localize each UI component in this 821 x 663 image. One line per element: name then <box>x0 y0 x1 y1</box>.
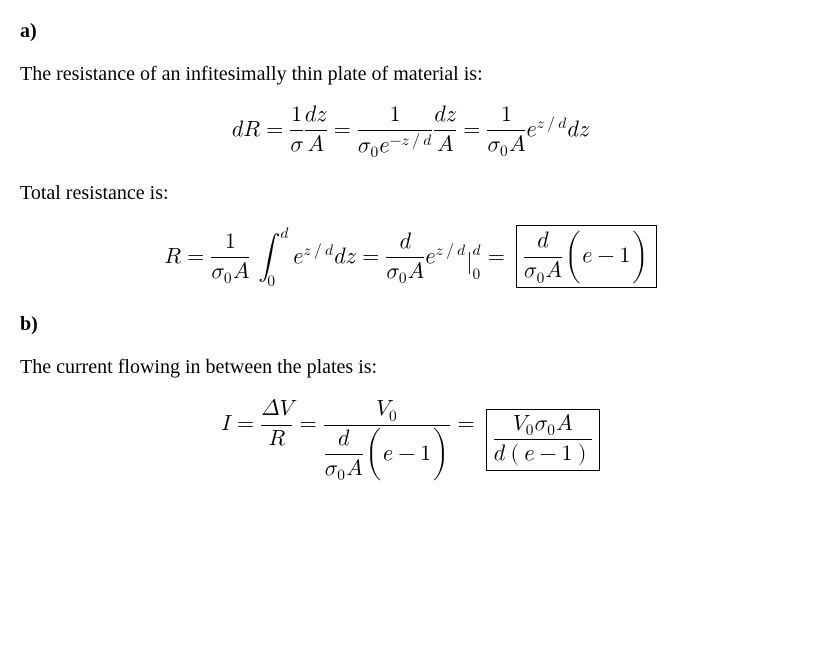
part-b-equation: I=ΔVR=V0dσ0A(e−1)= V0σ0Ad(e−1) <box>20 399 801 480</box>
part-a-text-2: Total resistance is: <box>20 182 801 205</box>
part-a-label: a) <box>20 20 801 43</box>
part-a-equation-2: R=1σ0A∫0dez/ddz=dσ0Aez/d|0d= dσ0A(e−1) <box>20 225 801 288</box>
boxed-result-R: dσ0A(e−1) <box>516 225 657 288</box>
math-R-left: R=1σ0A∫0dez/ddz=dσ0Aez/d|0d= <box>164 227 511 286</box>
part-a-text: The resistance of an infitesimally thin … <box>20 63 801 86</box>
math-dR: dR=1σdzA=1σ0e−z/ddzA=1σ0Aez/ddz <box>20 106 801 157</box>
part-a-equation-1: dR=1σdzA=1σ0e−z/ddzA=1σ0Aez/ddz <box>20 106 801 157</box>
part-b-text: The current flowing in between the plate… <box>20 356 801 379</box>
math-I-left: I=ΔVR=V0dσ0A(e−1)= <box>221 399 481 480</box>
math-I-boxed: V0σ0Ad(e−1) <box>493 414 593 466</box>
math-R-boxed: dσ0A(e−1) <box>523 230 650 283</box>
part-b-label: b) <box>20 313 801 336</box>
boxed-result-I: V0σ0Ad(e−1) <box>486 409 600 471</box>
